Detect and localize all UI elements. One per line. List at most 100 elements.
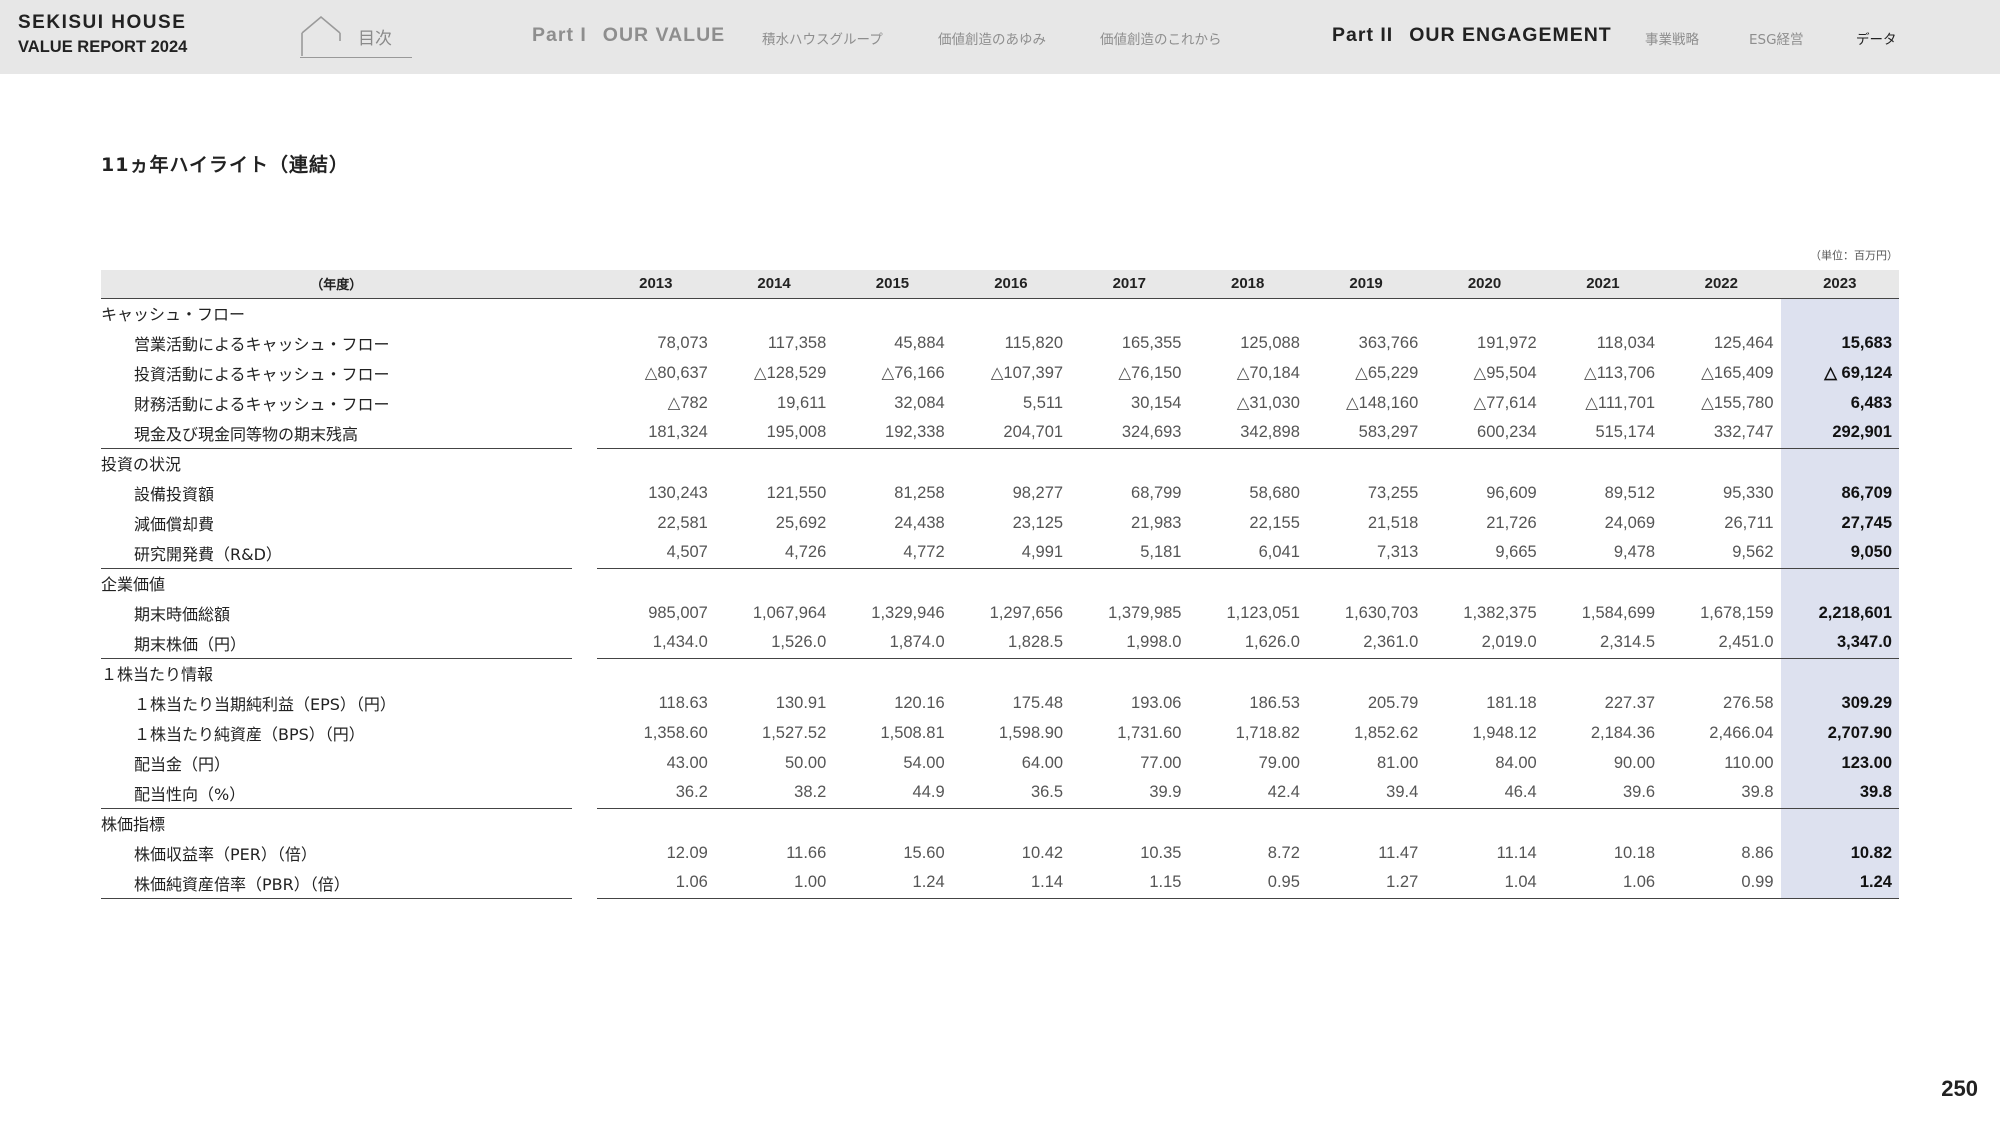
value-cell: 50.00 [784,753,827,772]
row-label: 現金及び現金同等物の期末残高 [101,418,572,449]
group-empty-cell [1425,658,1543,688]
value-cell: 332,747 [1662,418,1781,449]
group-empty-cell [1425,448,1543,478]
value-cell: 21,726 [1486,513,1537,532]
value-cell: 32,084 [894,393,945,412]
group-empty-cell [1544,448,1662,478]
value-cell: 342,898 [1188,418,1307,449]
value-cell: △65,229 [1355,364,1419,382]
group-title: 投資の状況 [101,455,182,475]
highlights-table: （年度） 2013 2014 2015 2016 2017 2018 2019 2020 202… [101,270,1899,899]
value-cell: 73,255 [1367,483,1419,502]
year-header: 2020 [1425,270,1544,299]
row-gap [572,358,597,388]
value-cell: 11.66 [786,843,827,862]
nav-item-esg[interactable]: ESG経営 [1749,32,1804,48]
row-label: 配当金（円） [134,755,231,774]
value-cell: 24,069 [1604,513,1656,532]
row-gap [572,508,597,538]
value-cell: 90.00 [1613,753,1656,772]
value-cell: 1,948.12 [1472,723,1537,742]
value-cell: 15.60 [903,843,945,862]
value-cell: 10.42 [1021,843,1064,862]
table-header-row: （年度） 2013 2014 2015 2016 2017 2018 2019 2020 202… [101,270,1899,299]
value-cell: 81,258 [894,483,945,502]
nav-item-data[interactable]: データ [1856,32,1897,48]
nav-item-value-history[interactable]: 価値創造のあゆみ [938,32,1046,48]
value-cell: 64.00 [1021,753,1064,772]
row-gap [572,838,597,868]
group-row: 投資の状況 [101,448,1899,478]
value-cell: 19,611 [777,393,827,412]
group-empty-cell [1188,448,1306,478]
value-cell: 24,438 [894,513,945,532]
row-gap [572,658,597,688]
value-cell: 1,852.62 [1354,723,1419,742]
year-header: 2022 [1662,270,1781,299]
value-cell: 1,630,703 [1344,603,1419,622]
group-empty-cell [1070,448,1188,478]
value-cell: 600,234 [1425,418,1544,449]
value-cell: △155,780 [1701,394,1774,412]
group-empty-cell [952,568,1070,598]
nav-item-value-future[interactable]: 価値創造のこれから [1100,32,1222,48]
group-empty-cell [833,568,951,598]
value-cell: 0.95 [1188,868,1307,899]
group-empty-cell [597,808,715,838]
nav-item-sekisui-group[interactable]: 積水ハウスグループ [762,32,883,48]
value-cell: 227.37 [1604,693,1656,712]
value-cell: 1,828.5 [951,628,1071,659]
value-cell: 1,434.0 [596,628,715,659]
value-cell: 2,466.04 [1709,723,1774,742]
value-cell: 27,745 [1780,508,1899,538]
value-cell: 125,088 [1240,333,1300,352]
group-empty-cell [1662,808,1780,838]
nav-part1[interactable]: Part I OUR VALUE [532,24,725,47]
toc-link[interactable]: 目次 [300,14,412,58]
table-row: 配当性向（%） 36.2 38.2 44.9 36.5 39.9 42.4 39.4 46.4 3… [101,778,1899,809]
value-cell: 11.47 [1378,843,1419,862]
value-cell: 46.4 [1425,778,1544,809]
value-cell: △ 69,124 [1780,358,1899,388]
value-cell: 191,972 [1477,333,1537,352]
row-gap [572,718,597,748]
group-empty-cell [1544,808,1662,838]
value-cell: 181,324 [596,418,715,449]
value-cell: 25,692 [775,513,827,532]
table-row: 投資活動によるキャッシュ・フロー △80,637 △128,529 △76,166 △1… [101,358,1899,388]
group-empty-cell [715,808,833,838]
value-cell: 26,711 [1724,513,1774,532]
row-gap [572,418,597,448]
group-empty-cell [1780,658,1899,688]
value-cell: 1.24 [833,868,952,899]
value-cell: 9,562 [1662,538,1781,569]
value-cell: △128,529 [753,364,827,382]
value-cell: 58,680 [1249,483,1300,502]
table-row: 研究開発費（R&D） 4,507 4,726 4,772 4,991 5,181 6,041… [101,538,1899,569]
value-cell: 1,626.0 [1188,628,1307,659]
brand-logo[interactable]: SEKISUI HOUSE VALUE REPORT 2024 [18,12,187,58]
value-cell: 84.00 [1495,753,1537,772]
value-cell: △76,150 [1118,364,1182,382]
table-body: キャッシュ・フロー 営業活動によるキャッシュ・フロー 78,073 117,358 45… [101,298,1899,899]
part1-title: OUR VALUE [602,24,726,46]
value-cell: △70,184 [1236,364,1300,382]
value-cell: 39.4 [1306,778,1426,809]
row-label: 減価償却費 [134,515,215,534]
row-label: 株価収益率（PER）（倍） [134,845,317,864]
value-cell: 21,983 [1131,513,1182,532]
nav-item-business-strategy[interactable]: 事業戦略 [1645,32,1699,48]
value-cell: △76,166 [881,364,945,382]
row-gap [572,628,597,658]
unit-note: （単位：百万円） [1810,249,1898,262]
nav-part2[interactable]: Part II OUR ENGAGEMENT [1332,24,1612,47]
value-cell: 9,478 [1543,538,1663,569]
group-empty-cell [715,568,833,598]
group-empty-cell [715,448,833,478]
group-empty-cell [952,448,1070,478]
header-gap [571,270,597,299]
value-cell: 7,313 [1306,538,1426,569]
value-cell: 175.48 [1012,693,1064,712]
value-cell: △107,397 [990,364,1064,382]
group-empty-cell [1425,298,1543,328]
